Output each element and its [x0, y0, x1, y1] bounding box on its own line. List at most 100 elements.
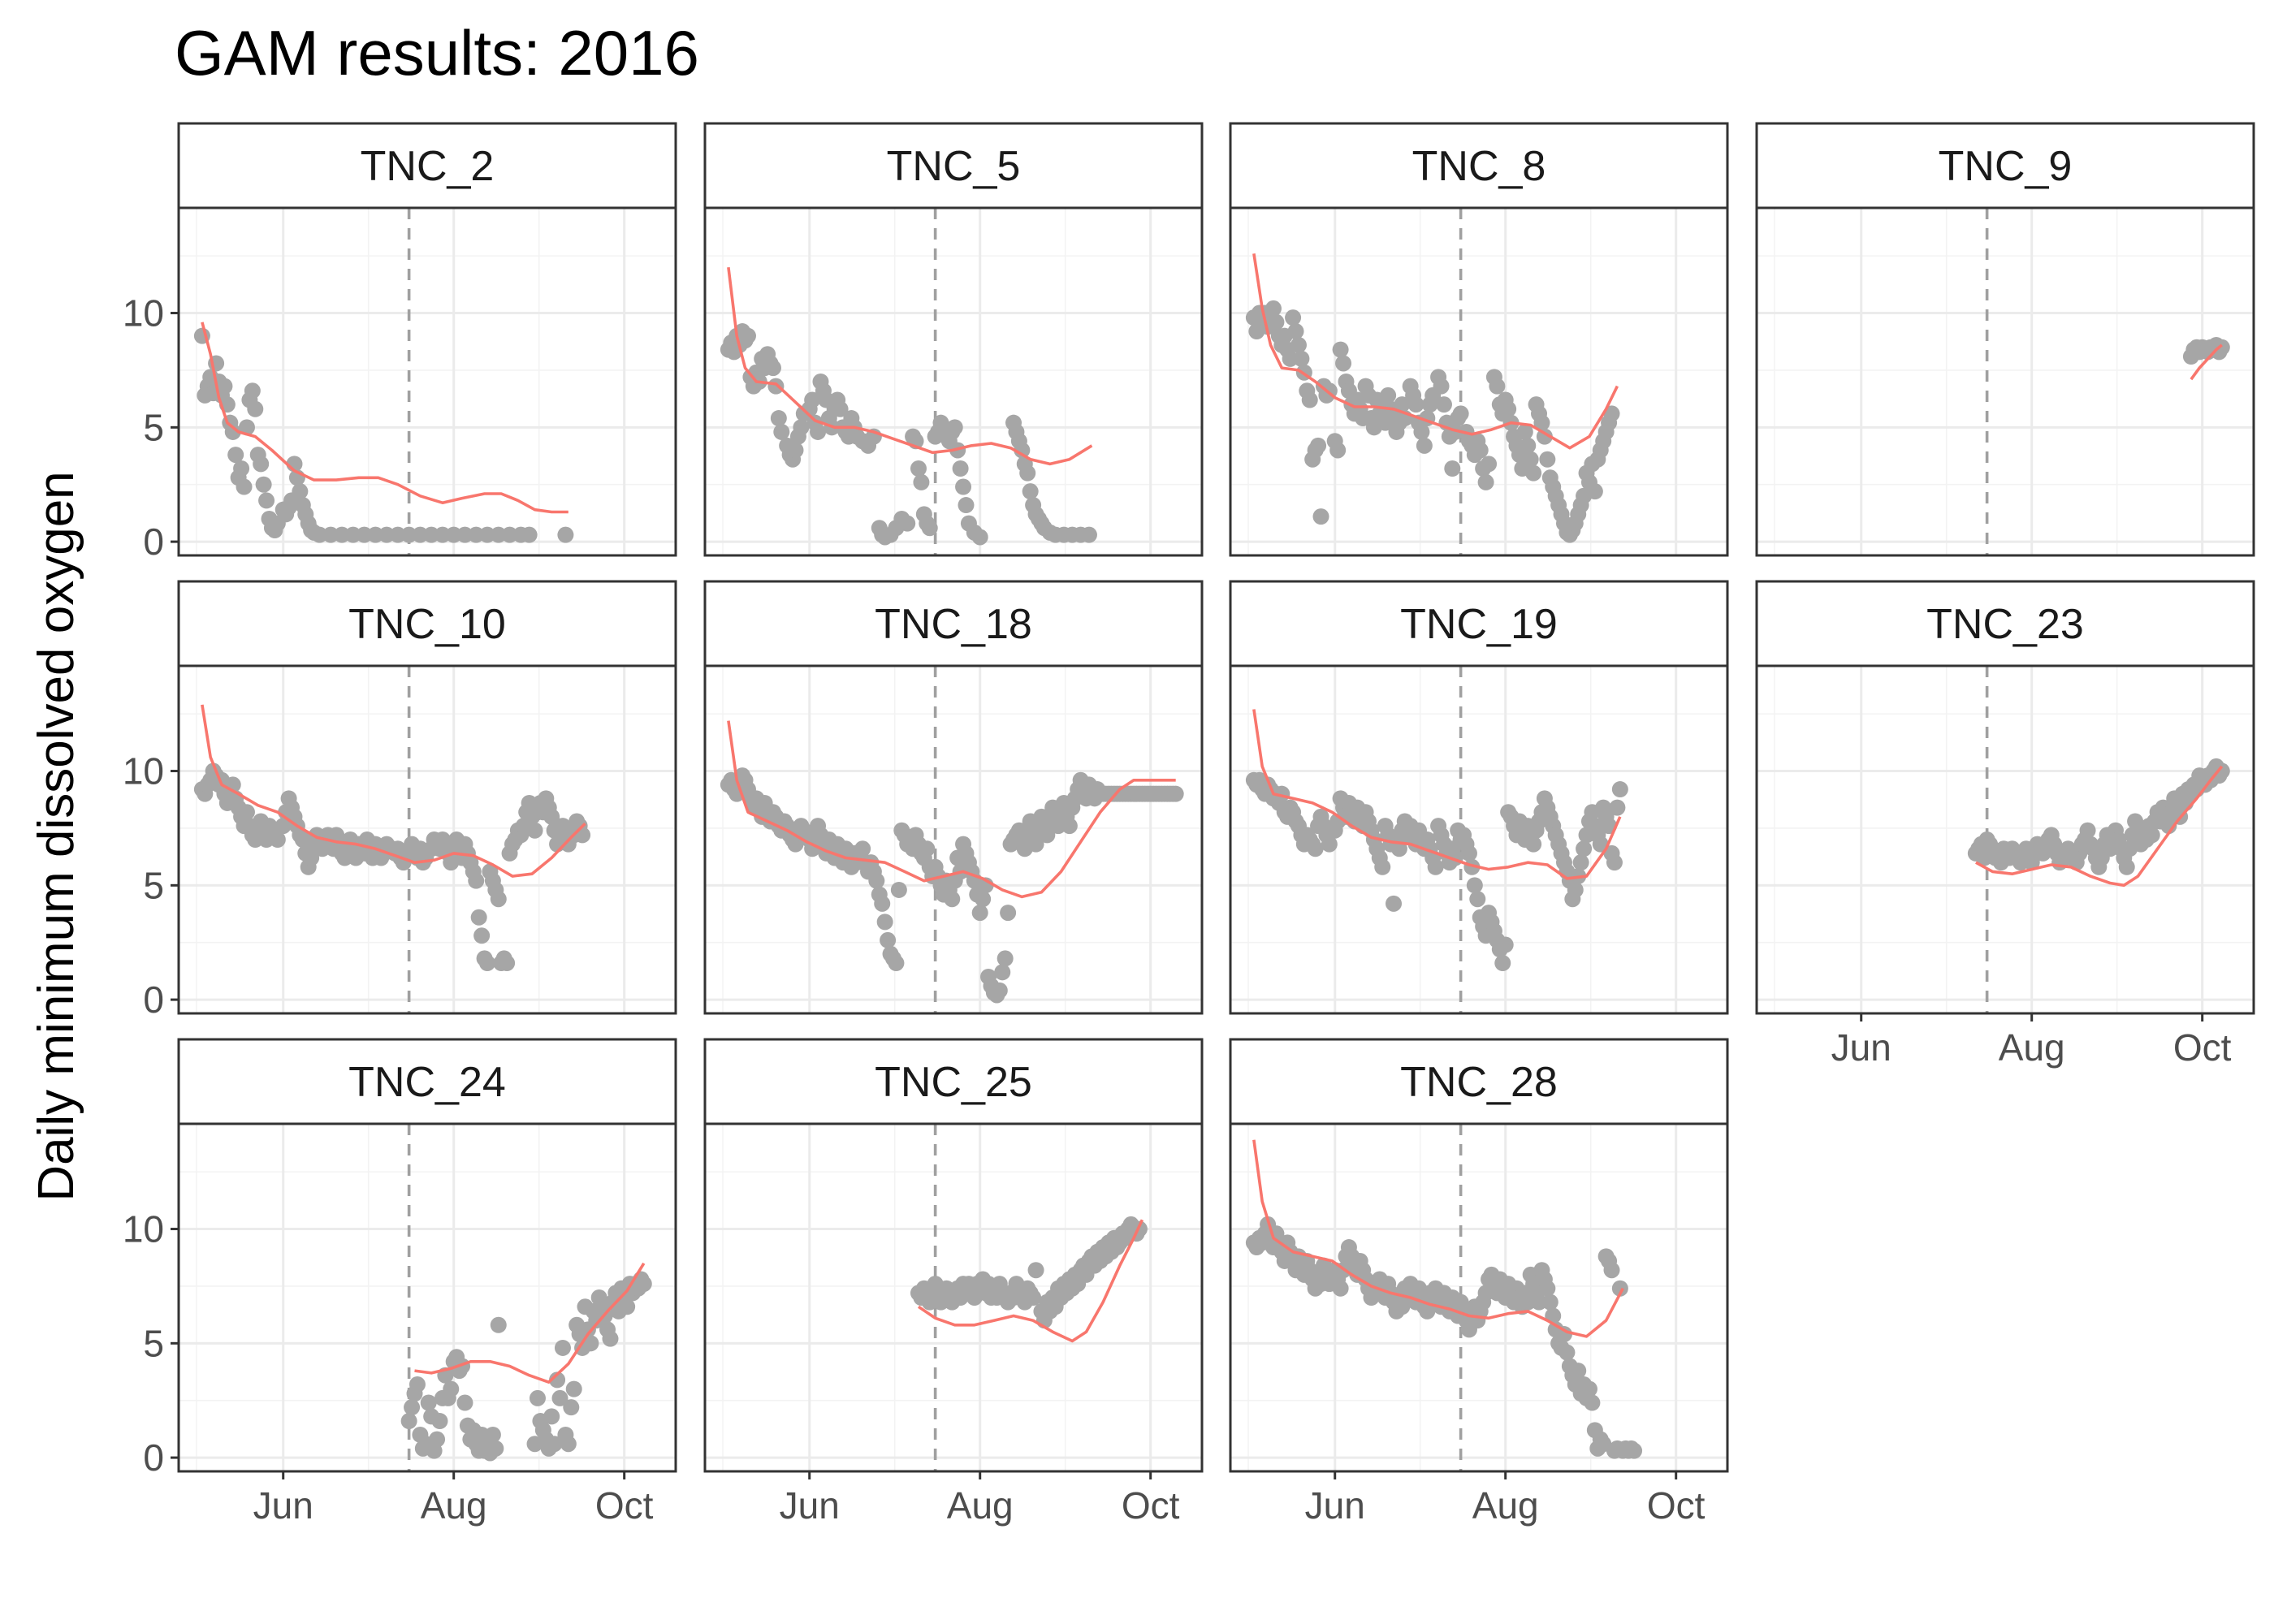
data-point — [888, 955, 905, 972]
gam-fit-line — [1975, 765, 2224, 888]
data-point — [1287, 323, 1304, 340]
data-point — [832, 400, 849, 417]
data-point — [1533, 414, 1550, 431]
data-point — [389, 526, 406, 543]
gam-fit-line — [1252, 253, 1619, 450]
y-tick-label: 0 — [143, 1436, 164, 1479]
data-point — [468, 872, 485, 889]
data-point — [1460, 844, 1477, 862]
data-point — [479, 955, 496, 972]
data-point — [1061, 818, 1078, 835]
data-point — [1580, 1380, 1597, 1397]
data-point — [400, 1413, 417, 1430]
data-point — [1603, 405, 1620, 422]
data-point — [1576, 840, 1593, 857]
data-point — [1586, 483, 1603, 500]
strip-label: TNC_18 — [875, 601, 1032, 648]
data-point — [322, 526, 339, 543]
data-point — [409, 1376, 426, 1393]
data-point — [551, 1389, 568, 1406]
data-point — [216, 378, 233, 395]
data-point — [868, 872, 885, 889]
data-point — [1332, 1280, 1349, 1297]
strip-label: TNC_24 — [348, 1059, 506, 1106]
data-point — [529, 1389, 546, 1406]
x-tick-label: Jun — [253, 1484, 313, 1527]
data-point — [521, 526, 538, 543]
panel-background — [179, 208, 676, 555]
strip-box — [177, 1038, 677, 1125]
gam-fit-line — [727, 266, 1093, 466]
data-point — [1522, 451, 1539, 468]
strip-box — [177, 122, 677, 209]
data-point — [400, 526, 417, 543]
data-point — [429, 1431, 446, 1448]
data-point — [975, 891, 992, 908]
data-point — [996, 950, 1014, 967]
data-point — [473, 927, 491, 944]
x-tick-label: Aug — [1999, 1026, 2065, 1069]
panel-background — [705, 666, 1202, 1013]
data-point — [1584, 1394, 1601, 1411]
data-point — [546, 1436, 563, 1453]
data-point — [1321, 836, 1338, 853]
data-point — [560, 1436, 577, 1453]
data-point — [378, 526, 396, 543]
data-point — [1310, 437, 1327, 454]
panel-tnc-28: TNC_28 Jun Aug Oct — [1229, 1038, 1729, 1527]
data-point — [1497, 936, 1514, 953]
data-point — [955, 478, 972, 495]
data-point — [1019, 464, 1036, 482]
data-point — [1335, 355, 1352, 372]
data-point — [2213, 762, 2230, 780]
data-point — [874, 895, 891, 912]
data-point — [1603, 1262, 1620, 1279]
data-point — [247, 400, 264, 417]
data-point — [557, 526, 574, 543]
panel-border — [177, 664, 677, 1015]
data-point — [236, 478, 253, 495]
data-point — [1380, 387, 1397, 404]
data-point — [739, 327, 756, 344]
data-point — [1555, 1326, 1572, 1343]
data-point — [456, 526, 473, 543]
gam-fit-line — [917, 1219, 1144, 1343]
data-point — [1290, 336, 1307, 353]
data-point — [574, 827, 591, 844]
data-point — [1433, 378, 1450, 395]
data-point — [549, 1371, 566, 1389]
panel-border — [1755, 206, 2255, 557]
data-point — [1394, 396, 1411, 413]
data-point — [1000, 905, 1017, 922]
data-point — [1472, 442, 1489, 459]
data-point — [1466, 877, 1483, 894]
strip-box — [1229, 580, 1729, 667]
data-point — [804, 391, 821, 408]
data-point — [1332, 341, 1349, 358]
gam-fit-line — [727, 720, 1176, 899]
data-point — [1386, 895, 1403, 912]
data-point — [899, 515, 916, 532]
data-point — [2143, 827, 2160, 844]
data-point — [944, 891, 961, 908]
data-point — [880, 931, 897, 948]
gam-fit-line — [1252, 1139, 1624, 1338]
data-point — [443, 1380, 460, 1397]
data-point — [1329, 442, 1347, 459]
data-point — [244, 382, 261, 400]
data-point — [490, 526, 507, 543]
data-point — [356, 526, 373, 543]
data-point — [619, 1298, 636, 1315]
data-point — [1520, 437, 1537, 454]
panel-border — [1229, 664, 1729, 1015]
strip-label: TNC_9 — [1939, 143, 2073, 190]
x-tick-label: Aug — [421, 1484, 487, 1527]
data-point — [1307, 840, 1324, 857]
data-point — [275, 818, 292, 835]
data-point — [445, 526, 462, 543]
data-point — [1469, 891, 1486, 908]
data-point — [1444, 460, 1461, 477]
data-point — [1435, 396, 1452, 413]
strip-label: TNC_10 — [348, 601, 506, 648]
